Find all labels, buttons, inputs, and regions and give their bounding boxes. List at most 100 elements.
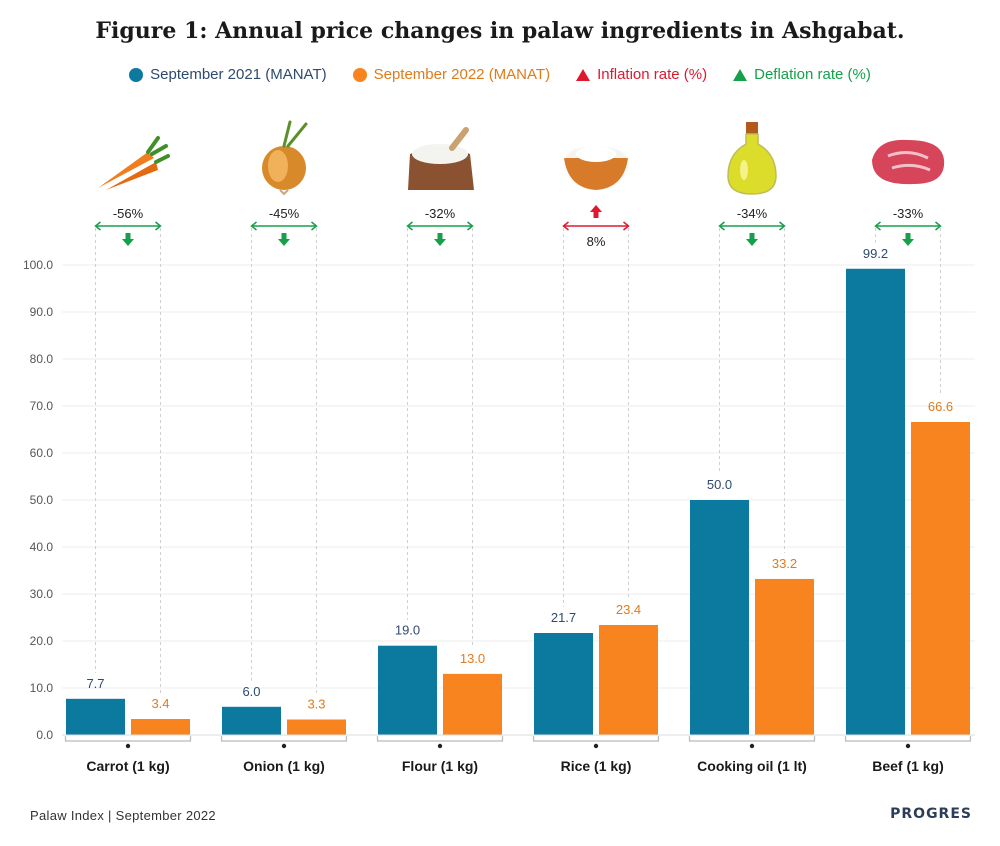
value-label-2022: 23.4 bbox=[616, 602, 641, 617]
bracket-left-arrow bbox=[718, 221, 725, 231]
y-tick-label: 60.0 bbox=[30, 446, 54, 460]
axis-bracket bbox=[220, 736, 348, 742]
value-label-2021: 7.7 bbox=[86, 676, 104, 691]
value-label-2022: 66.6 bbox=[928, 399, 953, 414]
axis-dot bbox=[749, 743, 755, 749]
bar-chart: 0.0 10.0 20.0 30.0 40.0 50.0 60.0 70.0 80.0 90.0 1… bbox=[23, 120, 975, 774]
arrow-down-icon bbox=[434, 233, 446, 246]
category-label: Carrot (1 kg) bbox=[86, 758, 169, 774]
bar-2021 bbox=[378, 645, 437, 735]
bar-2022 bbox=[443, 673, 502, 735]
value-label-2021: 6.0 bbox=[242, 684, 260, 699]
bracket-right-arrow bbox=[935, 221, 942, 231]
bracket-right-arrow bbox=[155, 221, 162, 231]
flour-sack-icon bbox=[408, 127, 474, 190]
arrow-down-icon bbox=[902, 233, 914, 246]
y-tick-label: 50.0 bbox=[30, 493, 54, 507]
y-tick-label: 70.0 bbox=[30, 399, 54, 413]
bracket-right-arrow bbox=[779, 221, 786, 231]
category-label: Rice (1 kg) bbox=[561, 758, 632, 774]
source-note: Palaw Index | September 2022 bbox=[30, 808, 216, 823]
bracket-right-arrow bbox=[623, 221, 630, 231]
change-label: -45% bbox=[269, 206, 300, 221]
legend-item-deflation: Deflation rate (%) bbox=[733, 66, 871, 83]
triangle-up-icon bbox=[576, 68, 591, 81]
axis-dot bbox=[593, 743, 599, 749]
change-label: -33% bbox=[893, 206, 924, 221]
bracket-left-arrow bbox=[562, 221, 569, 231]
arrow-down-icon bbox=[746, 233, 758, 246]
bar-2022 bbox=[131, 719, 190, 735]
bar-2021 bbox=[846, 268, 905, 735]
bar-2021 bbox=[534, 633, 593, 735]
bracket-right-arrow bbox=[467, 221, 474, 231]
bracket-left-arrow bbox=[874, 221, 881, 231]
y-tick-label: 100.0 bbox=[23, 258, 53, 272]
bracket-left-arrow bbox=[250, 221, 257, 231]
oil-bottle-icon bbox=[727, 122, 777, 195]
rice-bowl-icon bbox=[564, 146, 628, 190]
y-tick-label: 90.0 bbox=[30, 305, 54, 319]
axis-bracket bbox=[376, 736, 504, 742]
beef-steak-icon bbox=[872, 139, 945, 185]
legend-label-2022: September 2022 (MANAT) bbox=[373, 66, 551, 83]
bar-2022 bbox=[755, 578, 814, 735]
bracket-right-arrow bbox=[311, 221, 318, 231]
value-label-2022: 33.2 bbox=[772, 556, 797, 571]
axis-dot bbox=[437, 743, 443, 749]
category-label: Cooking oil (1 lt) bbox=[697, 758, 807, 774]
y-tick-label: 30.0 bbox=[30, 587, 54, 601]
legend-item-inflation: Inflation rate (%) bbox=[576, 66, 707, 83]
carrot-icon bbox=[98, 136, 170, 190]
y-tick-label: 20.0 bbox=[30, 634, 54, 648]
bar-2022 bbox=[911, 421, 970, 735]
bar-2022 bbox=[599, 625, 658, 735]
change-label: -32% bbox=[425, 206, 456, 221]
y-tick-label: 80.0 bbox=[30, 352, 54, 366]
y-tick-label: 40.0 bbox=[30, 540, 54, 554]
y-tick-label: 0.0 bbox=[36, 728, 53, 742]
bar-2022 bbox=[287, 719, 346, 735]
legend-item-2021: September 2021 (MANAT) bbox=[129, 66, 327, 83]
axis-bracket bbox=[844, 736, 972, 742]
category-label: Flour (1 kg) bbox=[402, 758, 478, 774]
change-label: 8% bbox=[587, 234, 606, 249]
value-label-2022: 3.4 bbox=[151, 696, 169, 711]
legend-label-inflation: Inflation rate (%) bbox=[597, 66, 708, 83]
arrow-up-icon bbox=[590, 205, 602, 218]
axis-dot bbox=[281, 743, 287, 749]
category-label: Onion (1 kg) bbox=[243, 758, 325, 774]
brand-logo: PROGRES bbox=[890, 806, 972, 822]
onion-icon bbox=[262, 120, 308, 196]
bar-2021 bbox=[690, 500, 749, 735]
bracket-left-arrow bbox=[94, 221, 101, 231]
bar-2021 bbox=[222, 706, 281, 735]
bar-2021 bbox=[66, 698, 125, 735]
value-label-2021: 99.2 bbox=[863, 246, 888, 261]
value-label-2022: 3.3 bbox=[307, 696, 325, 711]
axis-bracket bbox=[532, 736, 660, 742]
axis-bracket bbox=[64, 736, 192, 742]
chart-title: Figure 1: Annual price changes in palaw … bbox=[95, 18, 905, 44]
bracket-left-arrow bbox=[406, 221, 413, 231]
change-label: -34% bbox=[737, 206, 768, 221]
axis-dot bbox=[125, 743, 131, 749]
axis-bracket bbox=[688, 736, 816, 742]
legend-swatch-2021 bbox=[129, 67, 144, 82]
value-label-2022: 13.0 bbox=[460, 651, 485, 666]
arrow-down-icon bbox=[122, 233, 134, 246]
category-label: Beef (1 kg) bbox=[872, 758, 944, 774]
legend-item-2022: September 2022 (MANAT) bbox=[352, 66, 551, 83]
y-tick-label: 10.0 bbox=[30, 681, 54, 695]
value-label-2021: 21.7 bbox=[551, 610, 576, 625]
change-label: -56% bbox=[113, 206, 144, 221]
axis-dot bbox=[905, 743, 911, 749]
legend-label-2021: September 2021 (MANAT) bbox=[150, 66, 327, 83]
value-label-2021: 50.0 bbox=[707, 477, 732, 492]
value-label-2021: 19.0 bbox=[395, 623, 420, 638]
arrow-down-icon bbox=[278, 233, 290, 246]
legend-label-deflation: Deflation rate (%) bbox=[754, 66, 871, 83]
chart-legend: September 2021 (MANAT) September 2022 (M… bbox=[0, 66, 1000, 83]
legend-swatch-2022 bbox=[352, 67, 367, 82]
triangle-up-icon bbox=[733, 68, 748, 81]
